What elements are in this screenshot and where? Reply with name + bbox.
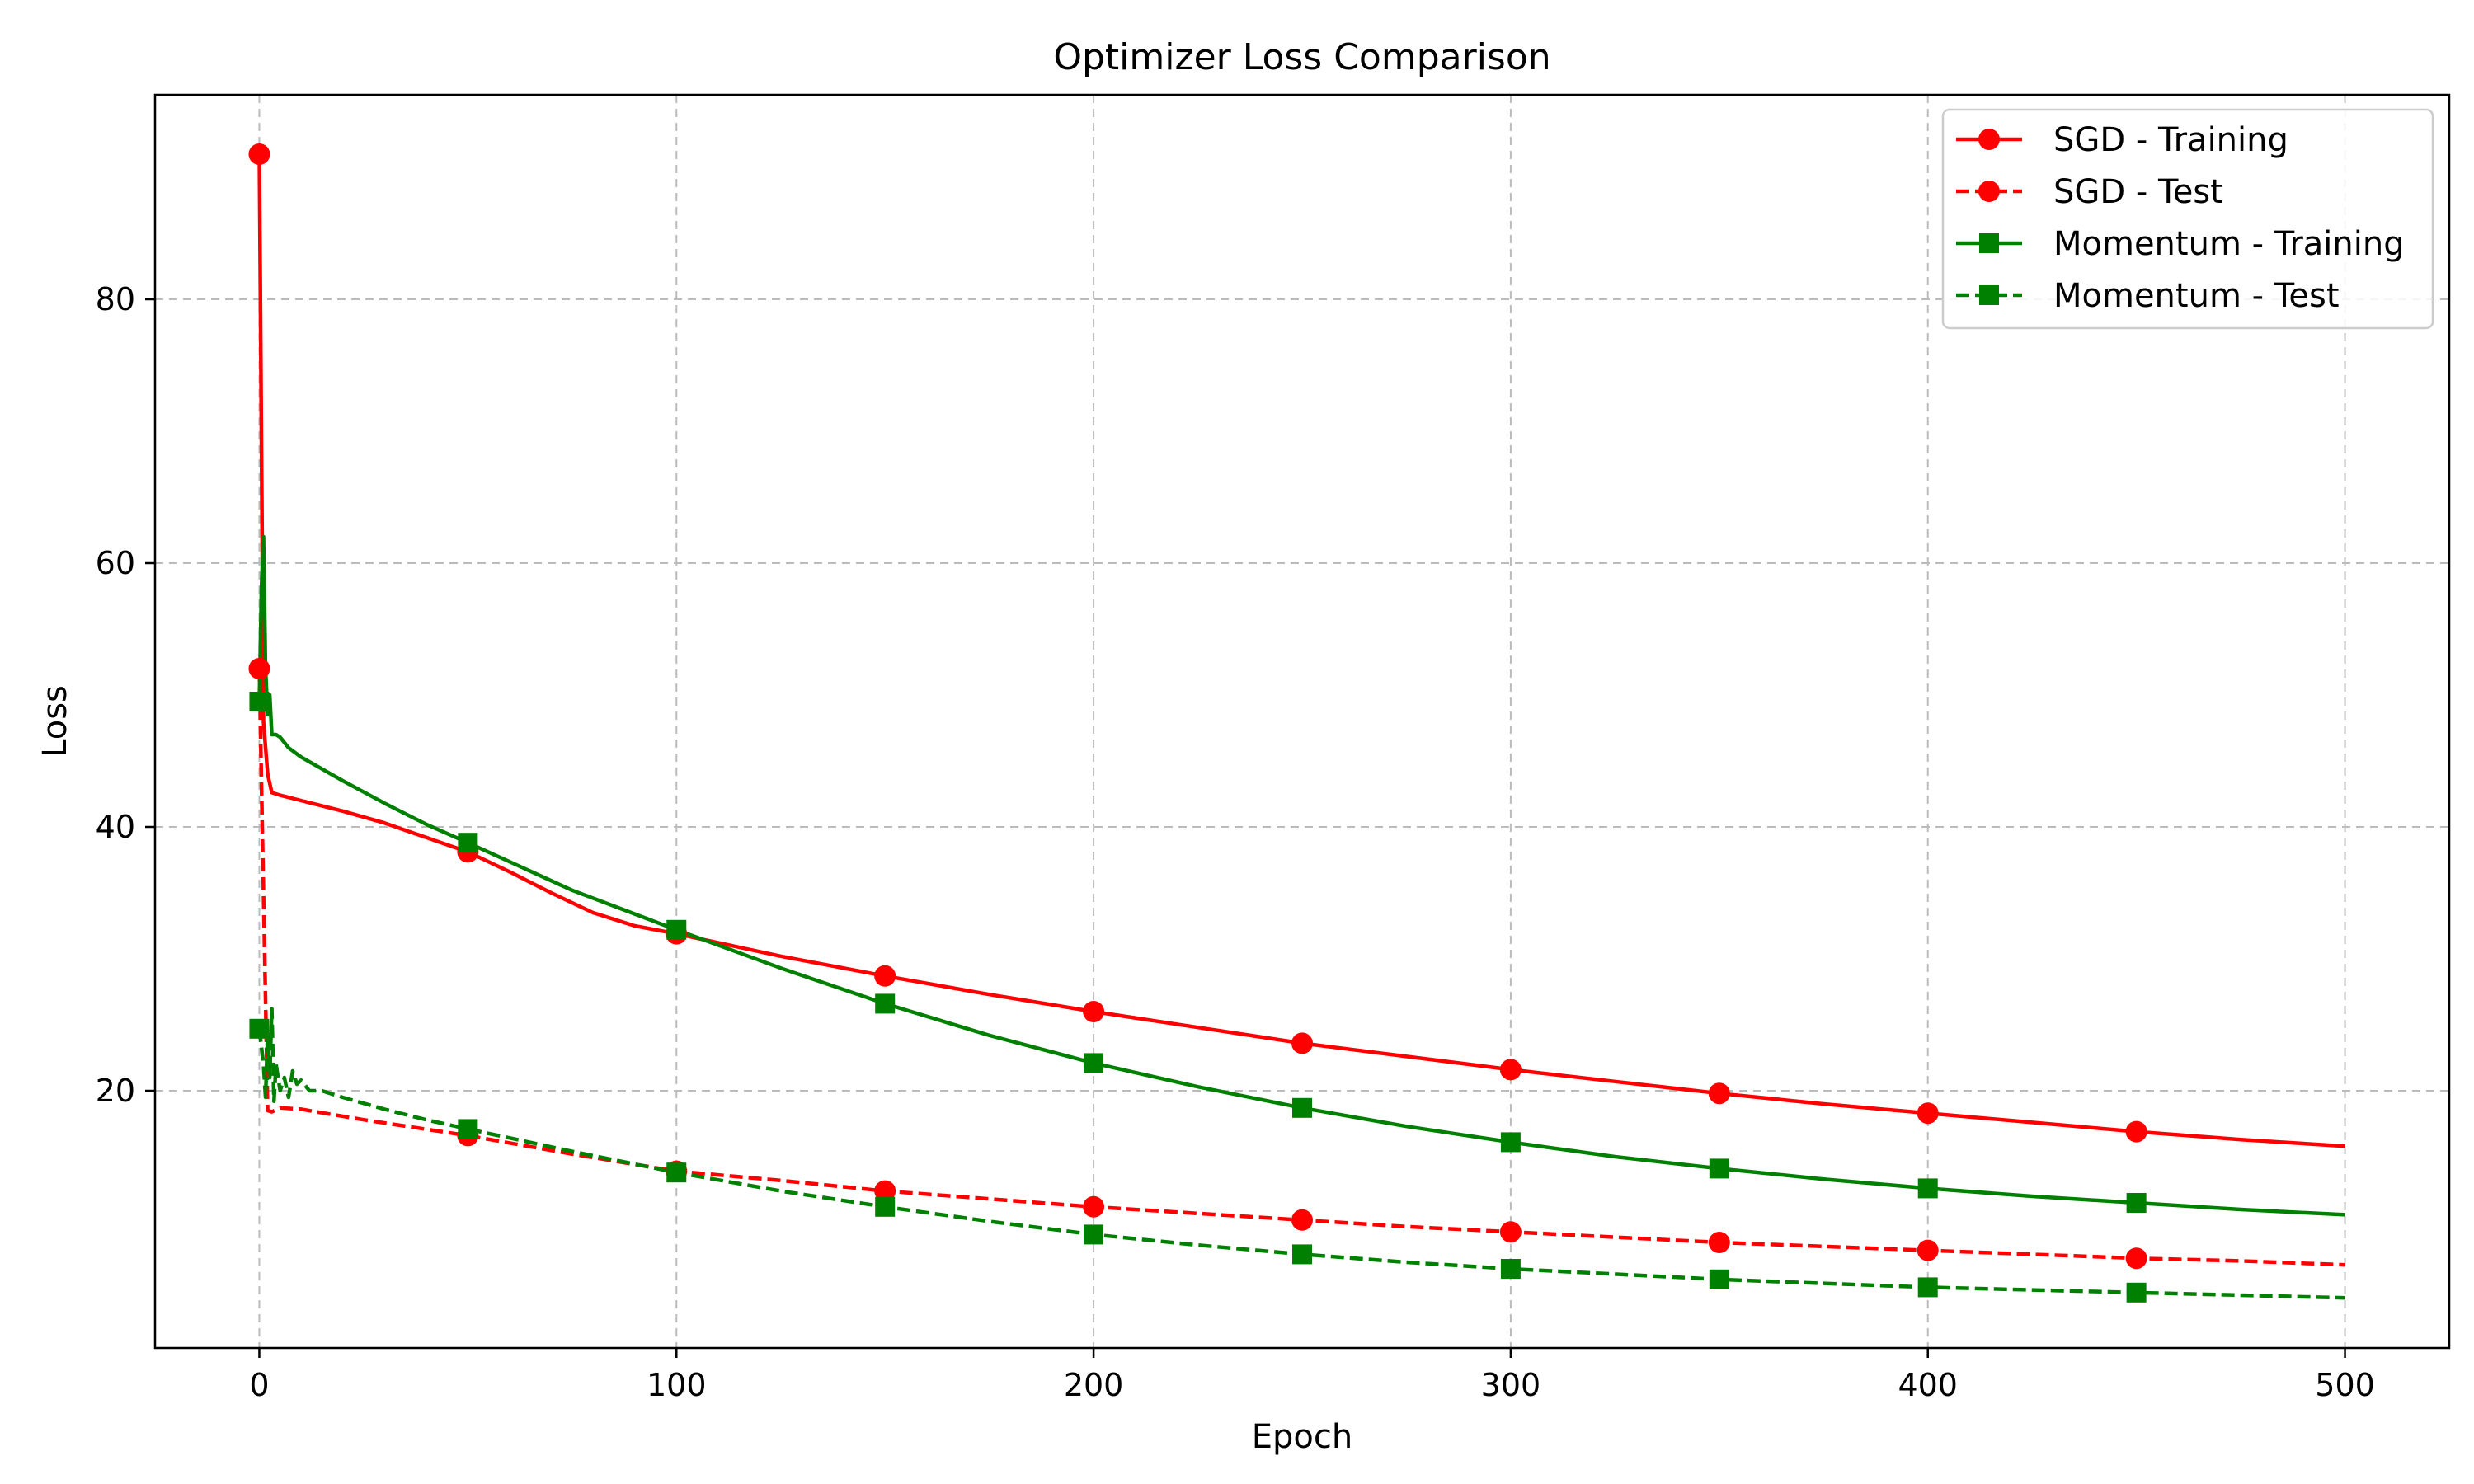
series-1-marker (1499, 1059, 1522, 1081)
series-4-marker (1917, 1277, 1938, 1298)
series-4-marker (1500, 1259, 1521, 1279)
series-3-marker (458, 833, 478, 853)
legend-label-1: SGD - Training (2053, 121, 2288, 159)
series-markers (248, 143, 2147, 1303)
series-3-marker (875, 993, 896, 1014)
legend-label-4: Momentum - Test (2053, 277, 2340, 315)
series-1-marker (1083, 1001, 1105, 1022)
legend-label-3: Momentum - Training (2053, 225, 2405, 263)
series-4-marker (1084, 1224, 1104, 1245)
chart-title: Optimizer Loss Comparison (1053, 36, 1550, 78)
legend-label-2: SGD - Test (2053, 173, 2223, 211)
legend-marker-4 (1979, 285, 1999, 305)
series-4-marker (875, 1196, 896, 1217)
x-tick-label: 400 (1898, 1367, 1958, 1403)
series-4-marker (458, 1119, 478, 1139)
series-1-marker (1291, 1032, 1313, 1054)
y-axis-label: Loss (36, 685, 74, 758)
legend: SGD - Training SGD - Test Momentum - Train… (1941, 108, 2434, 330)
series-1-marker (1708, 1082, 1730, 1105)
series-4-marker (249, 1018, 270, 1039)
series-1-marker (1917, 1102, 1939, 1125)
series-3-marker (1500, 1132, 1521, 1153)
x-tick-label: 0 (249, 1367, 269, 1403)
x-tick-label: 300 (1481, 1367, 1541, 1403)
series-2-marker (1708, 1232, 1730, 1253)
y-tick-label: 80 (96, 281, 135, 317)
series-2-marker (874, 1180, 896, 1202)
legend-marker-1 (1978, 129, 2000, 150)
x-tick-label: 100 (647, 1367, 707, 1403)
series-2-marker (2125, 1247, 2147, 1270)
series-line-4 (257, 1007, 2345, 1300)
legend-marker-3 (1979, 233, 1999, 253)
series-3-marker (2126, 1193, 2147, 1213)
series-3-marker (1084, 1053, 1104, 1073)
series-4-marker (666, 1162, 687, 1183)
series-3-marker (1917, 1178, 1938, 1199)
series-4-marker (2126, 1282, 2147, 1303)
series-2-marker (1917, 1239, 1939, 1261)
series-line-2 (257, 668, 2345, 1267)
series-4-marker (1292, 1244, 1312, 1265)
series-1-marker (248, 143, 270, 165)
plot-area-frame (153, 93, 2451, 1350)
legend-marker-2 (1978, 181, 2000, 202)
series-1-marker (2125, 1120, 2147, 1143)
y-tick-label: 60 (96, 545, 135, 581)
series-line-1 (257, 153, 2345, 1148)
y-tick-label: 40 (96, 809, 135, 845)
series-3-marker (1292, 1097, 1312, 1118)
x-tick-label: 500 (2315, 1367, 2375, 1403)
series-2-marker (1499, 1221, 1522, 1243)
y-tick-label: 20 (96, 1073, 135, 1109)
legend-box (1941, 108, 2434, 330)
series-2-marker (248, 658, 270, 679)
series-4-marker (1709, 1269, 1729, 1289)
series-1-marker (874, 965, 896, 987)
x-tick-label: 200 (1064, 1367, 1124, 1403)
x-axis-label: Epoch (1252, 1418, 1352, 1456)
series-2-marker (1083, 1195, 1105, 1218)
series-3-marker (249, 692, 270, 711)
series-3-marker (666, 919, 687, 940)
series-2-marker (1291, 1209, 1313, 1231)
axis-ticks: 0 100 200 300 400 500 20 40 60 80 (96, 281, 2375, 1403)
series-3-marker (1709, 1158, 1729, 1179)
